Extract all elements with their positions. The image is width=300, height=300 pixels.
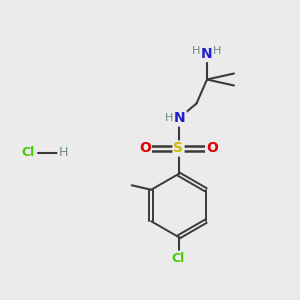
Text: Cl: Cl bbox=[22, 146, 35, 160]
Text: H: H bbox=[58, 146, 68, 160]
Text: H: H bbox=[165, 113, 173, 123]
Text: H: H bbox=[192, 46, 201, 56]
Text: H: H bbox=[213, 46, 222, 56]
Text: N: N bbox=[174, 112, 186, 125]
Text: Cl: Cl bbox=[172, 251, 185, 265]
Text: N: N bbox=[201, 47, 213, 61]
Text: O: O bbox=[139, 142, 151, 155]
Text: S: S bbox=[173, 142, 184, 155]
Text: O: O bbox=[206, 142, 218, 155]
